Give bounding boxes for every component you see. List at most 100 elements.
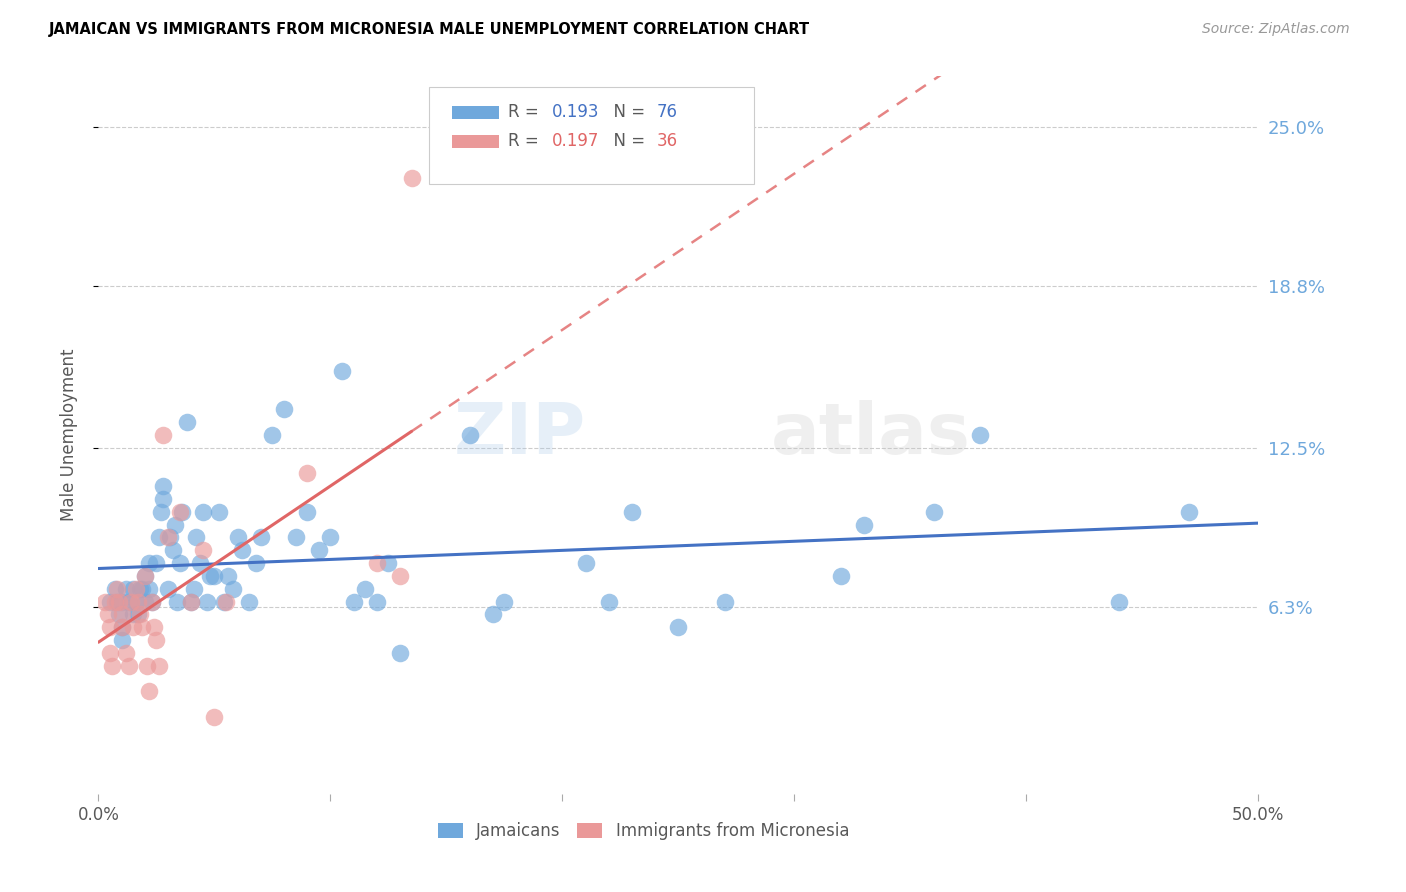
Point (122, 582, 145, 596)
Point (101, 658, 124, 673)
Point (138, 582, 160, 596)
Point (152, 491, 174, 506)
Point (250, 530, 273, 544)
Point (830, 569, 852, 583)
Point (922, 505, 945, 519)
Point (122, 607, 145, 622)
Text: atlas: atlas (772, 401, 972, 469)
Point (319, 530, 342, 544)
Point (129, 582, 152, 596)
Point (238, 594, 260, 608)
Legend: Jamaicans, Immigrants from Micronesia: Jamaicans, Immigrants from Micronesia (432, 815, 856, 847)
Point (143, 620, 166, 634)
Point (138, 556, 160, 570)
Point (377, 556, 399, 570)
Point (141, 594, 163, 608)
Point (150, 505, 173, 519)
Point (401, 171, 423, 186)
Point (148, 658, 170, 673)
Point (852, 517, 875, 532)
Point (1178, 505, 1201, 519)
Point (204, 569, 226, 583)
Point (163, 517, 186, 532)
Point (354, 582, 377, 596)
Point (152, 479, 174, 493)
Text: Source: ZipAtlas.com: Source: ZipAtlas.com (1202, 22, 1350, 37)
Point (388, 646, 412, 660)
Point (94, 594, 117, 608)
Point (152, 428, 174, 442)
Point (222, 582, 245, 596)
Point (598, 594, 620, 608)
Point (131, 620, 153, 634)
Point (134, 569, 156, 583)
Point (117, 658, 139, 673)
Point (366, 594, 388, 608)
Point (245, 556, 267, 570)
Point (122, 620, 145, 634)
Point (284, 530, 307, 544)
Point (204, 710, 226, 724)
Point (127, 607, 149, 622)
Point (481, 607, 505, 622)
Point (97, 607, 120, 622)
Text: N =: N = (603, 132, 651, 150)
Point (169, 505, 191, 519)
Point (115, 582, 138, 596)
Text: 36: 36 (657, 132, 678, 150)
Text: 0.197: 0.197 (553, 132, 599, 150)
Point (111, 633, 132, 648)
Point (124, 582, 146, 596)
Point (159, 530, 181, 544)
Point (969, 428, 991, 442)
Point (366, 556, 388, 570)
Point (145, 633, 167, 648)
Point (124, 594, 146, 608)
Point (117, 594, 139, 608)
Point (191, 505, 214, 519)
Point (212, 594, 235, 608)
Point (170, 505, 193, 519)
Point (1108, 594, 1130, 608)
Point (262, 428, 284, 442)
Text: ZIP: ZIP (453, 401, 585, 469)
Point (308, 543, 330, 558)
Y-axis label: Male Unemployment: Male Unemployment (59, 349, 77, 521)
Point (111, 594, 132, 608)
Point (108, 607, 131, 622)
FancyBboxPatch shape (429, 87, 754, 184)
Point (184, 530, 207, 544)
Point (388, 569, 412, 583)
Point (134, 594, 156, 608)
Point (134, 569, 156, 583)
Point (145, 556, 167, 570)
Point (98, 620, 121, 634)
Point (215, 594, 238, 608)
Point (297, 505, 319, 519)
Point (141, 594, 163, 608)
Text: 76: 76 (657, 103, 678, 121)
Point (197, 594, 219, 608)
Point (131, 582, 153, 596)
Text: R =: R = (508, 132, 544, 150)
Point (666, 620, 689, 634)
Point (105, 594, 128, 608)
Point (169, 556, 191, 570)
Point (494, 594, 516, 608)
Point (162, 543, 184, 558)
Point (115, 646, 138, 660)
Point (105, 582, 128, 596)
Point (138, 684, 160, 698)
Text: R =: R = (508, 103, 544, 121)
Point (111, 620, 132, 634)
Point (157, 582, 180, 596)
Point (120, 594, 142, 608)
Point (111, 620, 132, 634)
Point (104, 594, 127, 608)
Point (180, 594, 202, 608)
Point (226, 530, 249, 544)
Point (176, 415, 198, 429)
Text: JAMAICAN VS IMMIGRANTS FROM MICRONESIA MALE UNEMPLOYMENT CORRELATION CHART: JAMAICAN VS IMMIGRANTS FROM MICRONESIA M… (49, 22, 810, 37)
Point (136, 658, 159, 673)
Point (330, 364, 353, 378)
